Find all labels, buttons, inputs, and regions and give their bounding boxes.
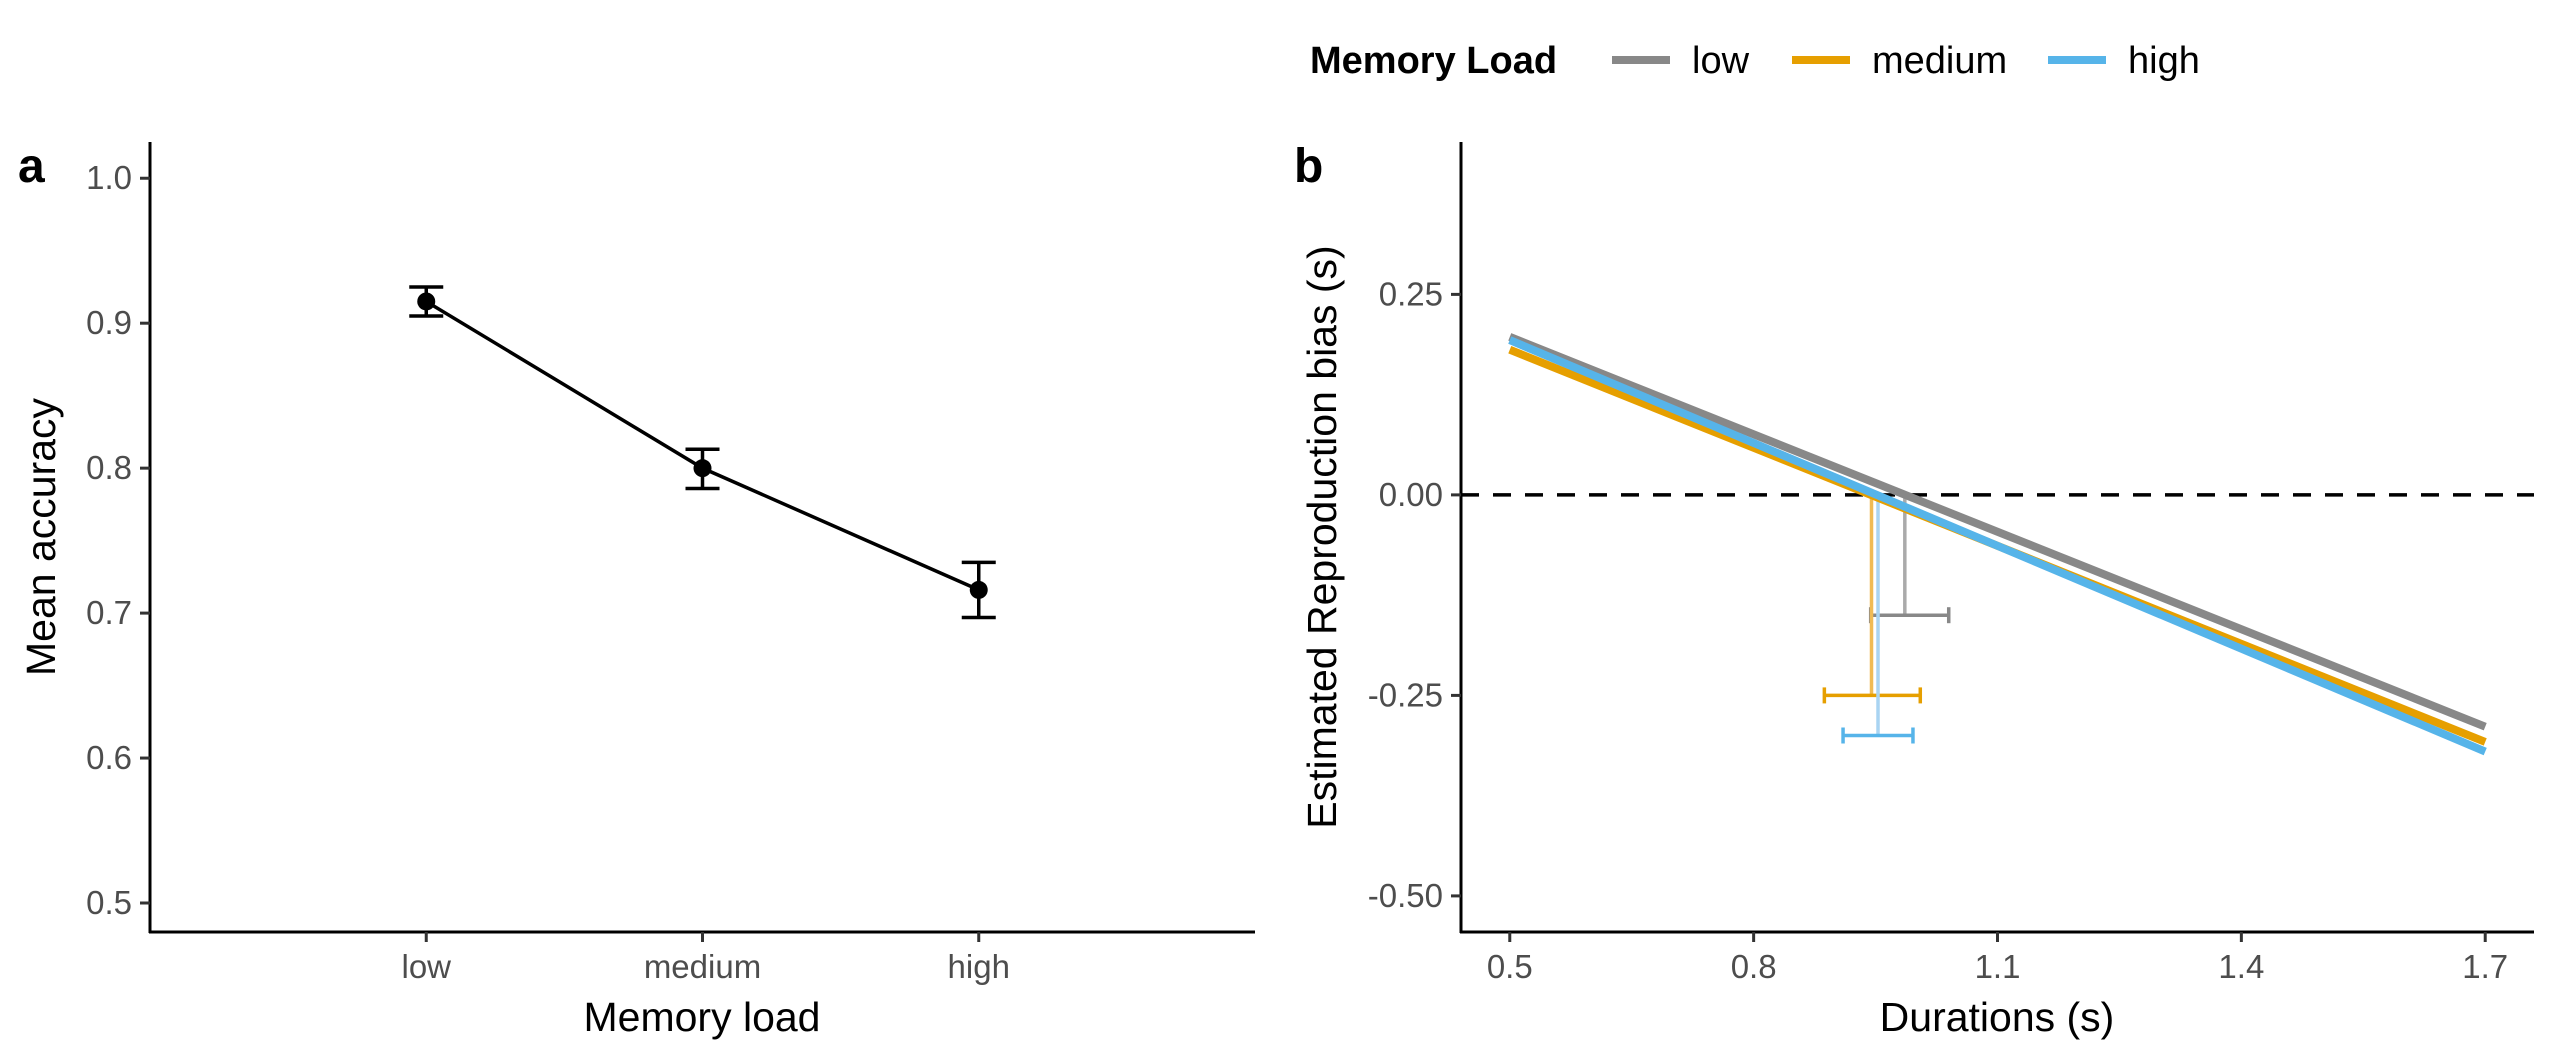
panel-a-data-point (417, 292, 436, 311)
panel-b-x-ticks: 0.5 0.8 1.1 1.4 1.7 (1487, 932, 2508, 985)
panel-b-x-tick-label: 1.4 (2218, 948, 2264, 985)
legend-title: Memory Load (1310, 40, 1557, 82)
panel-a-y-tick-label: 0.8 (86, 449, 132, 486)
panel-b-y-axis-title: Estimated Reproduction bias (s) (1299, 245, 1345, 828)
panel-a-y-axis-title: Mean accuracy (18, 397, 64, 676)
panel-b-x-tick-label: 1.1 (1975, 948, 2021, 985)
panel-a-data-point (969, 580, 988, 599)
panel-a-plot-area (409, 285, 996, 620)
panel-b-y-ticks: -0.50 -0.25 0.00 0.25 (1368, 275, 1461, 914)
panel-a-y-tick-label: 1.0 (86, 159, 132, 196)
panel-a-x-tick-label: medium (644, 948, 761, 985)
panel-a-x-tick-label: high (948, 948, 1010, 985)
panel-a-y-tick-label: 0.9 (86, 304, 132, 341)
panel-a-label: a (18, 140, 45, 193)
legend-label-low: low (1692, 40, 1750, 82)
panel-b-x-axis-title: Durations (s) (1880, 994, 2115, 1040)
panel-b-y-tick-label: 0.00 (1379, 476, 1443, 513)
panel-a-x-tick-label: low (401, 948, 451, 985)
panel-b-label: b (1294, 140, 1323, 193)
legend: Memory Load low medium high (1310, 40, 2200, 82)
panel-b: b -0.50 -0.25 0.00 0.25 0.5 0.8 1.1 1.4 1.7 Dur… (1294, 140, 2534, 1040)
panel-a-y-tick-label: 0.6 (86, 739, 132, 776)
legend-items: low medium high (1612, 40, 2200, 82)
panel-a-y-ticks: 0.5 0.6 0.7 0.8 0.9 1.0 (86, 159, 150, 921)
legend-label-high: high (2128, 40, 2200, 82)
panel-b-plot-area (1461, 333, 2534, 756)
panel-a-series-line (425, 299, 980, 592)
panel-a: a 0.5 0.6 0.7 0.8 0.9 1.0 low medium high Memor… (18, 140, 1255, 1040)
panel-b-x-tick-label: 0.8 (1731, 948, 1777, 985)
panel-a-x-ticks: low medium high (401, 932, 1010, 985)
panel-b-x-tick-label: 0.5 (1487, 948, 1533, 985)
panel-a-data-point (693, 459, 712, 478)
panel-a-y-tick-label: 0.5 (86, 884, 132, 921)
panel-b-y-tick-label: -0.50 (1368, 877, 1443, 914)
panel-b-x-tick-label: 1.7 (2462, 948, 2508, 985)
panel-b-series-line-high (1508, 336, 2487, 756)
panel-a-x-axis-title: Memory load (584, 994, 821, 1040)
panel-a-y-tick-label: 0.7 (86, 594, 132, 631)
legend-label-medium: medium (1872, 40, 2007, 82)
panel-b-y-tick-label: 0.25 (1379, 275, 1443, 312)
panel-b-series-line-low (1508, 333, 2487, 731)
panel-b-y-tick-label: -0.25 (1368, 676, 1443, 713)
